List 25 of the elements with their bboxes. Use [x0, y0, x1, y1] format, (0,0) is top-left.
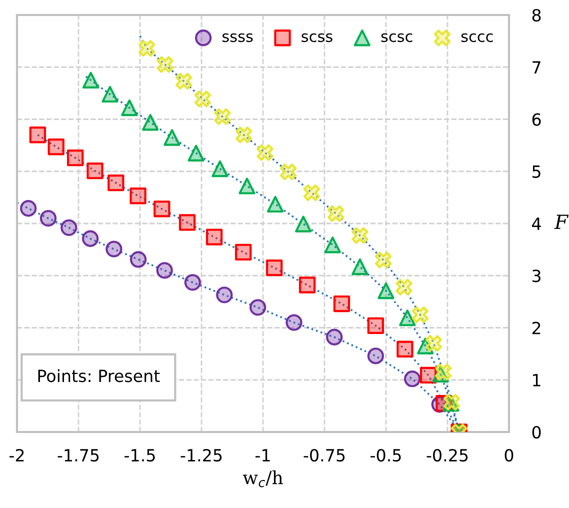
legend-label: scsc	[381, 33, 412, 42]
y-axis-title: F	[554, 214, 569, 229]
x-tick-label: -2	[10, 448, 24, 462]
y-tick-label: 5	[532, 166, 540, 178]
x-tick-label: -0.5	[370, 448, 401, 462]
x-tick-label: -1.25	[180, 448, 222, 462]
x-tick-label: -1	[256, 449, 270, 462]
legend-label: ssss	[222, 33, 253, 42]
y-tick-label: 1	[533, 374, 540, 386]
y-tick-label: 3	[532, 270, 540, 282]
y-tick-label: 2	[532, 322, 540, 334]
x-tick-label: -0.75	[304, 448, 345, 462]
y-tick-label: 7	[532, 61, 540, 74]
x-tick-label: -0.25	[426, 448, 468, 462]
y-tick-label: 6	[532, 113, 541, 126]
x-tick-label: -1.75	[58, 449, 99, 462]
annotation: Points: Present	[38, 369, 160, 382]
y-tick-label: 4	[532, 218, 541, 230]
x-axis-title: w$_{c}$/h	[242, 470, 283, 488]
y-tick-label: 8	[532, 8, 541, 22]
x-tick-label: 0	[504, 448, 514, 462]
legend-label: scss	[302, 33, 332, 42]
legend-label: sccc	[461, 33, 493, 42]
y-tick-label: 0	[532, 426, 541, 439]
x-tick-label: -1.5	[124, 449, 155, 462]
